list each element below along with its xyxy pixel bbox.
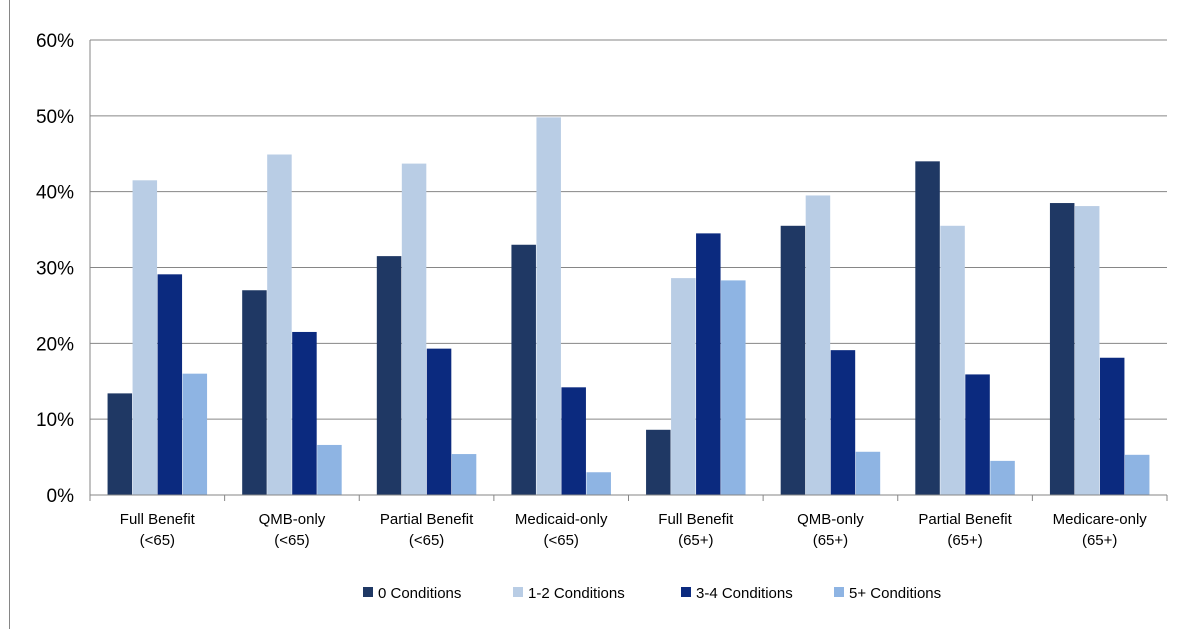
y-tick-label: 30%	[36, 259, 74, 280]
bar	[940, 225, 965, 495]
bar	[830, 350, 856, 495]
bar	[451, 454, 477, 495]
y-tick-label: 20%	[36, 334, 74, 355]
x-axis	[89, 40, 1168, 501]
category-label: Full Benefit	[658, 511, 734, 528]
bar	[561, 387, 586, 495]
legend-label: 5+ Conditions	[849, 585, 941, 602]
bar	[646, 429, 671, 495]
legend-label: 0 Conditions	[378, 585, 461, 602]
bar	[182, 373, 208, 495]
bar	[1049, 203, 1075, 495]
bar	[671, 278, 696, 495]
legend-label: 3-4 Conditions	[696, 585, 793, 602]
y-tick-label: 10%	[36, 410, 74, 431]
bar	[132, 180, 158, 495]
category-label: (65+)	[947, 532, 982, 549]
y-axis-ticks: 0% 10% 20% 30% 40% 50% 60%	[36, 31, 74, 507]
bar	[805, 195, 831, 496]
bar	[426, 348, 452, 495]
category-label: (<65)	[140, 532, 175, 549]
bar	[915, 161, 940, 496]
y-tick-label: 60%	[36, 31, 74, 52]
chart-frame: 0% 10% 20% 30% 40% 50% 60% Full Benefit (<65) QM…	[9, 0, 1188, 629]
category-label: QMB-only	[259, 511, 326, 528]
category-label: (65+)	[813, 532, 848, 549]
bar	[855, 451, 881, 495]
bar	[511, 244, 536, 495]
category-label: QMB-only	[797, 511, 864, 528]
bar	[965, 374, 990, 495]
category-label: Medicaid-only	[515, 511, 608, 528]
bar	[292, 331, 317, 495]
bar	[536, 117, 561, 495]
bar	[267, 154, 292, 495]
bar	[157, 274, 183, 495]
bar	[721, 280, 746, 495]
category-label: Medicare-only	[1053, 511, 1148, 528]
bar	[376, 256, 402, 495]
bar	[696, 233, 721, 495]
category-label: (<65)	[543, 532, 578, 549]
y-tick-label: 0%	[47, 486, 75, 507]
legend-label: 1-2 Conditions	[528, 585, 625, 602]
category-label: Full Benefit	[120, 511, 196, 528]
y-tick-label: 40%	[36, 183, 74, 204]
bar	[586, 472, 611, 495]
bar	[780, 225, 806, 495]
y-tick-label: 50%	[36, 107, 74, 128]
bar	[317, 444, 342, 495]
bar	[107, 393, 133, 495]
bar	[1099, 357, 1125, 495]
legend-swatch	[513, 587, 523, 597]
category-label: (65+)	[1082, 532, 1117, 549]
bar	[242, 290, 267, 495]
category-label: Partial Benefit	[380, 511, 474, 528]
category-label: Partial Benefit	[918, 511, 1012, 528]
bar	[1074, 206, 1100, 495]
bar-chart: 0% 10% 20% 30% 40% 50% 60% Full Benefit (<65) QM…	[36, 31, 1168, 602]
bar	[401, 163, 427, 495]
bar	[990, 460, 1015, 495]
category-label: (<65)	[274, 532, 309, 549]
category-label: (<65)	[409, 532, 444, 549]
legend-swatch	[363, 587, 373, 597]
bar	[1124, 454, 1150, 495]
bars	[107, 117, 1150, 496]
legend: 0 Conditions 1-2 Conditions 3-4 Conditions…	[363, 585, 941, 602]
legend-swatch	[834, 587, 844, 597]
category-label: (65+)	[678, 532, 713, 549]
category-labels: Full Benefit (<65) QMB-only (<65) Partial Be…	[120, 511, 1147, 549]
legend-swatch	[681, 587, 691, 597]
